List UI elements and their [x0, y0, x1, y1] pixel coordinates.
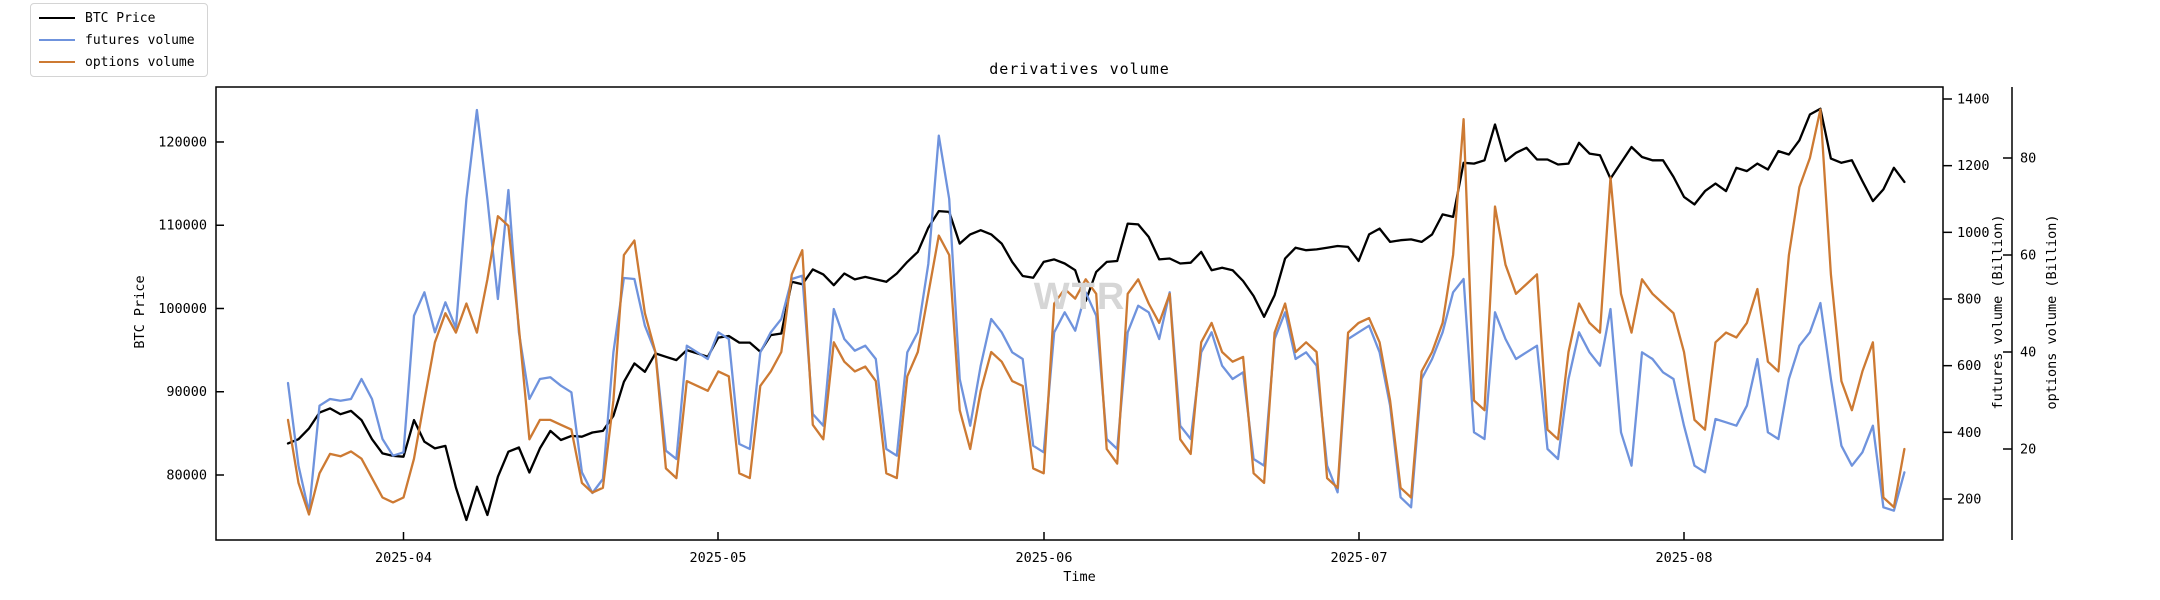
legend-label: futures volume [85, 32, 195, 48]
x-axis-label-time: Time [1063, 569, 1096, 585]
btc-price-line [286, 107, 1906, 522]
plot-frame [215, 86, 1944, 541]
legend: BTC Price futures volume options volume [30, 3, 208, 77]
chart-title: derivatives volume [989, 60, 1170, 78]
y-left-tick-label: 110000 [158, 218, 207, 234]
futures-volume-line [286, 108, 1906, 514]
x-tick-label: 2025-05 [690, 550, 747, 566]
y-options-tick-label: 20 [2020, 442, 2036, 458]
legend-item-btc-price: BTC Price [39, 9, 195, 27]
legend-label: options volume [85, 54, 195, 70]
legend-item-options-volume: options volume [39, 53, 195, 71]
watermark: WTR [1033, 276, 1127, 318]
y-options-tick-label: 80 [2020, 151, 2036, 167]
y-left-tick-label: 90000 [166, 384, 207, 400]
futures-line-swatch-icon [39, 39, 75, 41]
y-axis-label-btc-price: BTC Price [132, 274, 148, 349]
y-axis-label-options-volume: options volume (Billion) [2044, 213, 2060, 410]
y-options-tick-label: 40 [2020, 345, 2036, 361]
y-futures-tick-label: 600 [1957, 358, 1981, 374]
y-axis-label-futures-volume: futures volume (Billion) [1990, 213, 2006, 410]
y-futures-tick-label: 1000 [1957, 225, 1990, 241]
x-tick-label: 2025-07 [1331, 550, 1388, 566]
y-left-tick-label: 100000 [158, 301, 207, 317]
y-futures-tick-label: 200 [1957, 492, 1981, 508]
btc-line-swatch-icon [39, 17, 75, 19]
y-futures-tick-label: 400 [1957, 425, 1981, 441]
legend-item-futures-volume: futures volume [39, 31, 195, 49]
y-left-tick-label: 80000 [166, 468, 207, 484]
options-line-swatch-icon [39, 61, 75, 63]
legend-label: BTC Price [85, 10, 156, 26]
y-futures-tick-label: 1400 [1957, 92, 1990, 108]
y-options-tick-label: 60 [2020, 248, 2036, 264]
options-volume-line [286, 108, 1906, 516]
y-futures-tick-label: 800 [1957, 292, 1981, 308]
y-left-tick-label: 120000 [158, 134, 207, 150]
x-tick-label: 2025-04 [375, 550, 432, 566]
x-tick-label: 2025-06 [1016, 550, 1073, 566]
y-futures-tick-label: 1200 [1957, 158, 1990, 174]
x-tick-label: 2025-08 [1656, 550, 1713, 566]
